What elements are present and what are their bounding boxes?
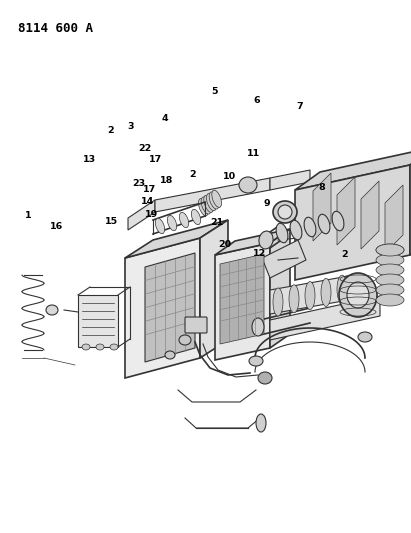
- Ellipse shape: [179, 335, 191, 345]
- Text: 21: 21: [210, 219, 224, 227]
- Ellipse shape: [209, 192, 219, 209]
- Text: 2: 2: [189, 171, 196, 179]
- Ellipse shape: [278, 205, 292, 219]
- Polygon shape: [270, 170, 310, 190]
- Text: 13: 13: [83, 156, 96, 164]
- Text: 12: 12: [253, 249, 266, 257]
- Polygon shape: [145, 253, 195, 362]
- Ellipse shape: [376, 294, 404, 306]
- Polygon shape: [270, 296, 380, 340]
- Ellipse shape: [258, 372, 272, 384]
- Ellipse shape: [276, 223, 288, 243]
- Polygon shape: [125, 220, 228, 258]
- Ellipse shape: [376, 264, 404, 276]
- Ellipse shape: [179, 212, 189, 228]
- Text: 11: 11: [247, 149, 261, 158]
- Ellipse shape: [199, 199, 208, 216]
- FancyBboxPatch shape: [185, 317, 207, 333]
- Text: 19: 19: [145, 210, 158, 219]
- Ellipse shape: [212, 190, 222, 207]
- Text: 17: 17: [143, 185, 157, 193]
- Ellipse shape: [110, 344, 118, 350]
- Polygon shape: [128, 200, 155, 230]
- Ellipse shape: [273, 201, 297, 223]
- Ellipse shape: [289, 285, 299, 313]
- Ellipse shape: [167, 215, 177, 231]
- Polygon shape: [215, 243, 270, 360]
- Ellipse shape: [259, 231, 273, 249]
- Ellipse shape: [165, 351, 175, 359]
- Ellipse shape: [376, 244, 404, 256]
- Text: 5: 5: [211, 87, 218, 96]
- Text: 20: 20: [219, 240, 232, 248]
- Polygon shape: [155, 178, 270, 212]
- Polygon shape: [361, 181, 379, 249]
- Text: 9: 9: [263, 199, 270, 208]
- Ellipse shape: [321, 278, 331, 306]
- Ellipse shape: [318, 214, 330, 234]
- Text: 6: 6: [254, 96, 260, 104]
- Ellipse shape: [273, 288, 283, 316]
- Ellipse shape: [376, 254, 404, 266]
- Ellipse shape: [305, 281, 315, 310]
- Text: 15: 15: [105, 217, 118, 225]
- Polygon shape: [262, 240, 306, 278]
- Ellipse shape: [339, 273, 377, 317]
- Text: 2: 2: [107, 126, 113, 135]
- Text: 8: 8: [318, 183, 325, 192]
- Ellipse shape: [82, 344, 90, 350]
- Polygon shape: [270, 229, 290, 348]
- Text: 4: 4: [162, 114, 169, 123]
- Ellipse shape: [252, 318, 264, 336]
- Ellipse shape: [337, 275, 347, 303]
- Polygon shape: [270, 274, 360, 314]
- Ellipse shape: [256, 414, 266, 432]
- Polygon shape: [337, 177, 355, 245]
- Text: 18: 18: [160, 176, 173, 184]
- Ellipse shape: [304, 217, 316, 237]
- Text: 23: 23: [132, 180, 145, 188]
- Ellipse shape: [249, 356, 263, 366]
- Ellipse shape: [204, 195, 214, 213]
- Polygon shape: [410, 147, 411, 255]
- Ellipse shape: [206, 193, 216, 211]
- Ellipse shape: [376, 244, 404, 256]
- Polygon shape: [215, 229, 290, 255]
- Ellipse shape: [358, 332, 372, 342]
- Text: 22: 22: [138, 144, 151, 152]
- Text: 16: 16: [50, 222, 63, 231]
- Polygon shape: [313, 173, 331, 241]
- Polygon shape: [295, 147, 411, 190]
- Ellipse shape: [192, 209, 201, 224]
- Ellipse shape: [96, 344, 104, 350]
- Polygon shape: [220, 254, 264, 344]
- Polygon shape: [385, 185, 403, 253]
- Polygon shape: [200, 220, 228, 358]
- Text: 2: 2: [341, 251, 348, 259]
- Text: 14: 14: [141, 197, 154, 206]
- Text: 17: 17: [149, 156, 162, 164]
- Ellipse shape: [46, 305, 58, 315]
- Polygon shape: [125, 238, 200, 378]
- Ellipse shape: [376, 274, 404, 286]
- Text: 3: 3: [127, 123, 134, 131]
- Ellipse shape: [347, 282, 369, 308]
- Ellipse shape: [239, 177, 257, 193]
- Text: 1: 1: [25, 212, 31, 220]
- Text: 8114 600 A: 8114 600 A: [18, 22, 93, 35]
- Polygon shape: [295, 165, 410, 280]
- Ellipse shape: [290, 220, 302, 240]
- Ellipse shape: [155, 219, 165, 233]
- Text: 10: 10: [223, 173, 236, 181]
- Ellipse shape: [332, 211, 344, 231]
- Text: 7: 7: [296, 102, 302, 111]
- Ellipse shape: [201, 197, 211, 214]
- Ellipse shape: [376, 284, 404, 296]
- FancyBboxPatch shape: [78, 295, 118, 347]
